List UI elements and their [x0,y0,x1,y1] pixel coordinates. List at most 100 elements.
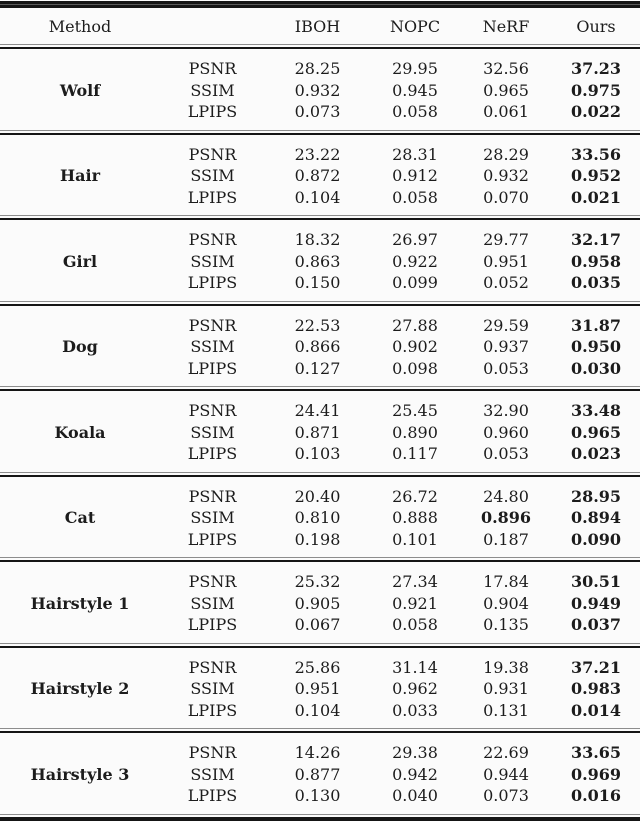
scene-section-hair: Hair PSNR 23.22 28.31 28.29 33.56 SSIM 0.872 0.9… [0,135,640,216]
metric-value: 0.040 [392,786,438,805]
metric-value: 0.931 [483,679,529,698]
scene-label: Hairstyle 1 [30,593,130,613]
metric-label: SSIM [190,422,235,442]
metric-value: 33.48 [570,401,622,420]
metric-value: 28.25 [294,59,341,78]
metric-row: SSIM 0.863 0.922 0.951 0.958 [160,251,640,273]
section-separator-rule [0,386,640,391]
metric-value: 0.135 [483,615,529,634]
metric-value: 0.198 [294,529,341,549]
section-separator-rule [0,471,640,477]
metric-value: 0.104 [294,187,341,207]
metric-label: SSIM [190,166,235,185]
metric-row: SSIM 0.905 0.921 0.904 0.949 [160,593,640,615]
metric-value: 29.95 [392,59,438,78]
metric-value: 0.035 [570,273,622,292]
metric-value: 31.14 [392,657,438,677]
metric-value: 27.88 [392,315,438,335]
metric-label: LPIPS [187,444,238,463]
metric-label: LPIPS [187,529,238,549]
metric-row: PSNR 25.86 31.14 19.38 37.21 [160,657,640,679]
metric-value: 0.187 [483,529,529,549]
metric-value: 0.937 [483,337,529,356]
header-separator-rule [0,44,640,49]
metric-row: LPIPS 0.067 0.058 0.135 0.037 [160,614,640,636]
metric-label: PSNR [188,743,237,762]
metric-label: PSNR [188,401,237,420]
metric-label: PSNR [188,657,237,677]
metric-value: 0.098 [392,358,438,378]
section-separator-rule [0,129,640,135]
metric-value: 0.983 [570,679,622,698]
scene-label: Wolf [59,80,101,100]
scene-label: Hairstyle 2 [30,679,130,699]
metric-value: 23.22 [294,144,341,164]
metric-value: 0.101 [392,529,438,549]
metric-row: LPIPS 0.198 0.101 0.187 0.090 [160,529,640,551]
metric-row: LPIPS 0.150 0.099 0.052 0.035 [160,272,640,294]
scene-label: Girl [62,251,98,271]
metric-label: PSNR [188,572,237,591]
metric-value: 0.030 [570,358,622,378]
metric-value: 27.34 [392,572,438,591]
metric-rows: PSNR 25.86 31.14 19.38 37.21 SSIM 0.951 0.962 0.… [160,657,640,722]
metric-label: PSNR [188,486,237,506]
metric-value: 29.38 [392,743,438,762]
header-method: Method [48,16,112,36]
metric-value: 0.872 [294,166,341,185]
metric-value: 0.945 [392,80,438,100]
metric-value: 20.40 [294,486,341,506]
metric-rows: PSNR 18.32 26.97 29.77 32.17 SSIM 0.863 0.922 0.… [160,229,640,294]
scene-label: Koala [54,422,106,442]
metric-value: 25.45 [392,401,438,420]
scene-section-hairstyle-3: Hairstyle 3 PSNR 14.26 29.38 22.69 33.65 SSIM 0… [0,733,640,814]
metric-value: 24.80 [483,486,529,506]
metric-value: 29.77 [483,230,529,249]
metric-label: LPIPS [187,786,238,805]
metric-value: 0.952 [570,166,622,185]
metric-label: SSIM [190,337,235,356]
metric-value: 37.23 [570,59,622,78]
table-top-rule [0,1,640,8]
metric-row: LPIPS 0.104 0.033 0.131 0.014 [160,700,640,722]
metric-value: 17.84 [483,572,529,591]
metric-value: 0.053 [483,358,529,378]
metric-value: 26.72 [392,486,438,506]
metric-value: 0.103 [294,444,341,463]
section-separator-rule [0,728,640,733]
metric-row: PSNR 18.32 26.97 29.77 32.17 [160,229,640,251]
metric-value: 0.127 [294,358,341,378]
metric-value: 0.070 [483,187,529,207]
metric-row: LPIPS 0.104 0.058 0.070 0.021 [160,187,640,209]
metric-value: 0.958 [570,251,622,271]
table-header-row: Method IBOH NOPC NeRF Ours [0,8,640,44]
scene-section-cat: Cat PSNR 20.40 26.72 24.80 28.95 SSIM 0.810 0.88… [0,477,640,558]
metric-value: 0.033 [392,700,438,720]
section-separator-rule [0,642,640,648]
metric-value: 25.32 [294,572,341,591]
metric-value: 31.87 [570,315,622,335]
table-body: Wolf PSNR 28.25 29.95 32.56 37.23 SSIM 0.932 0.9… [0,49,640,814]
metric-label: PSNR [188,315,237,335]
metric-label: PSNR [188,144,237,164]
metric-label: LPIPS [187,358,238,378]
section-separator-rule [0,215,640,220]
metric-value: 0.023 [570,444,622,463]
metric-value: 0.912 [392,166,438,185]
metric-rows: PSNR 22.53 27.88 29.59 31.87 SSIM 0.866 0.902 0.… [160,315,640,380]
scene-section-girl: Girl PSNR 18.32 26.97 29.77 32.17 SSIM 0.863 0.9… [0,220,640,301]
metric-value: 0.099 [392,273,438,292]
metric-row: SSIM 0.810 0.888 0.896 0.894 [160,507,640,529]
metric-value: 0.877 [294,764,341,784]
metric-value: 0.150 [294,273,341,292]
metric-label: PSNR [188,230,237,249]
metric-row: SSIM 0.877 0.942 0.944 0.969 [160,764,640,786]
metric-value: 0.949 [570,593,622,613]
metric-row: LPIPS 0.130 0.040 0.073 0.016 [160,785,640,807]
scene-label: Cat [64,508,96,528]
metric-value: 0.950 [570,337,622,356]
metric-value: 22.69 [483,743,529,762]
metric-rows: PSNR 20.40 26.72 24.80 28.95 SSIM 0.810 0.888 0.… [160,486,640,551]
header-col-ours: Ours [576,16,616,36]
metric-value: 0.810 [294,508,341,527]
